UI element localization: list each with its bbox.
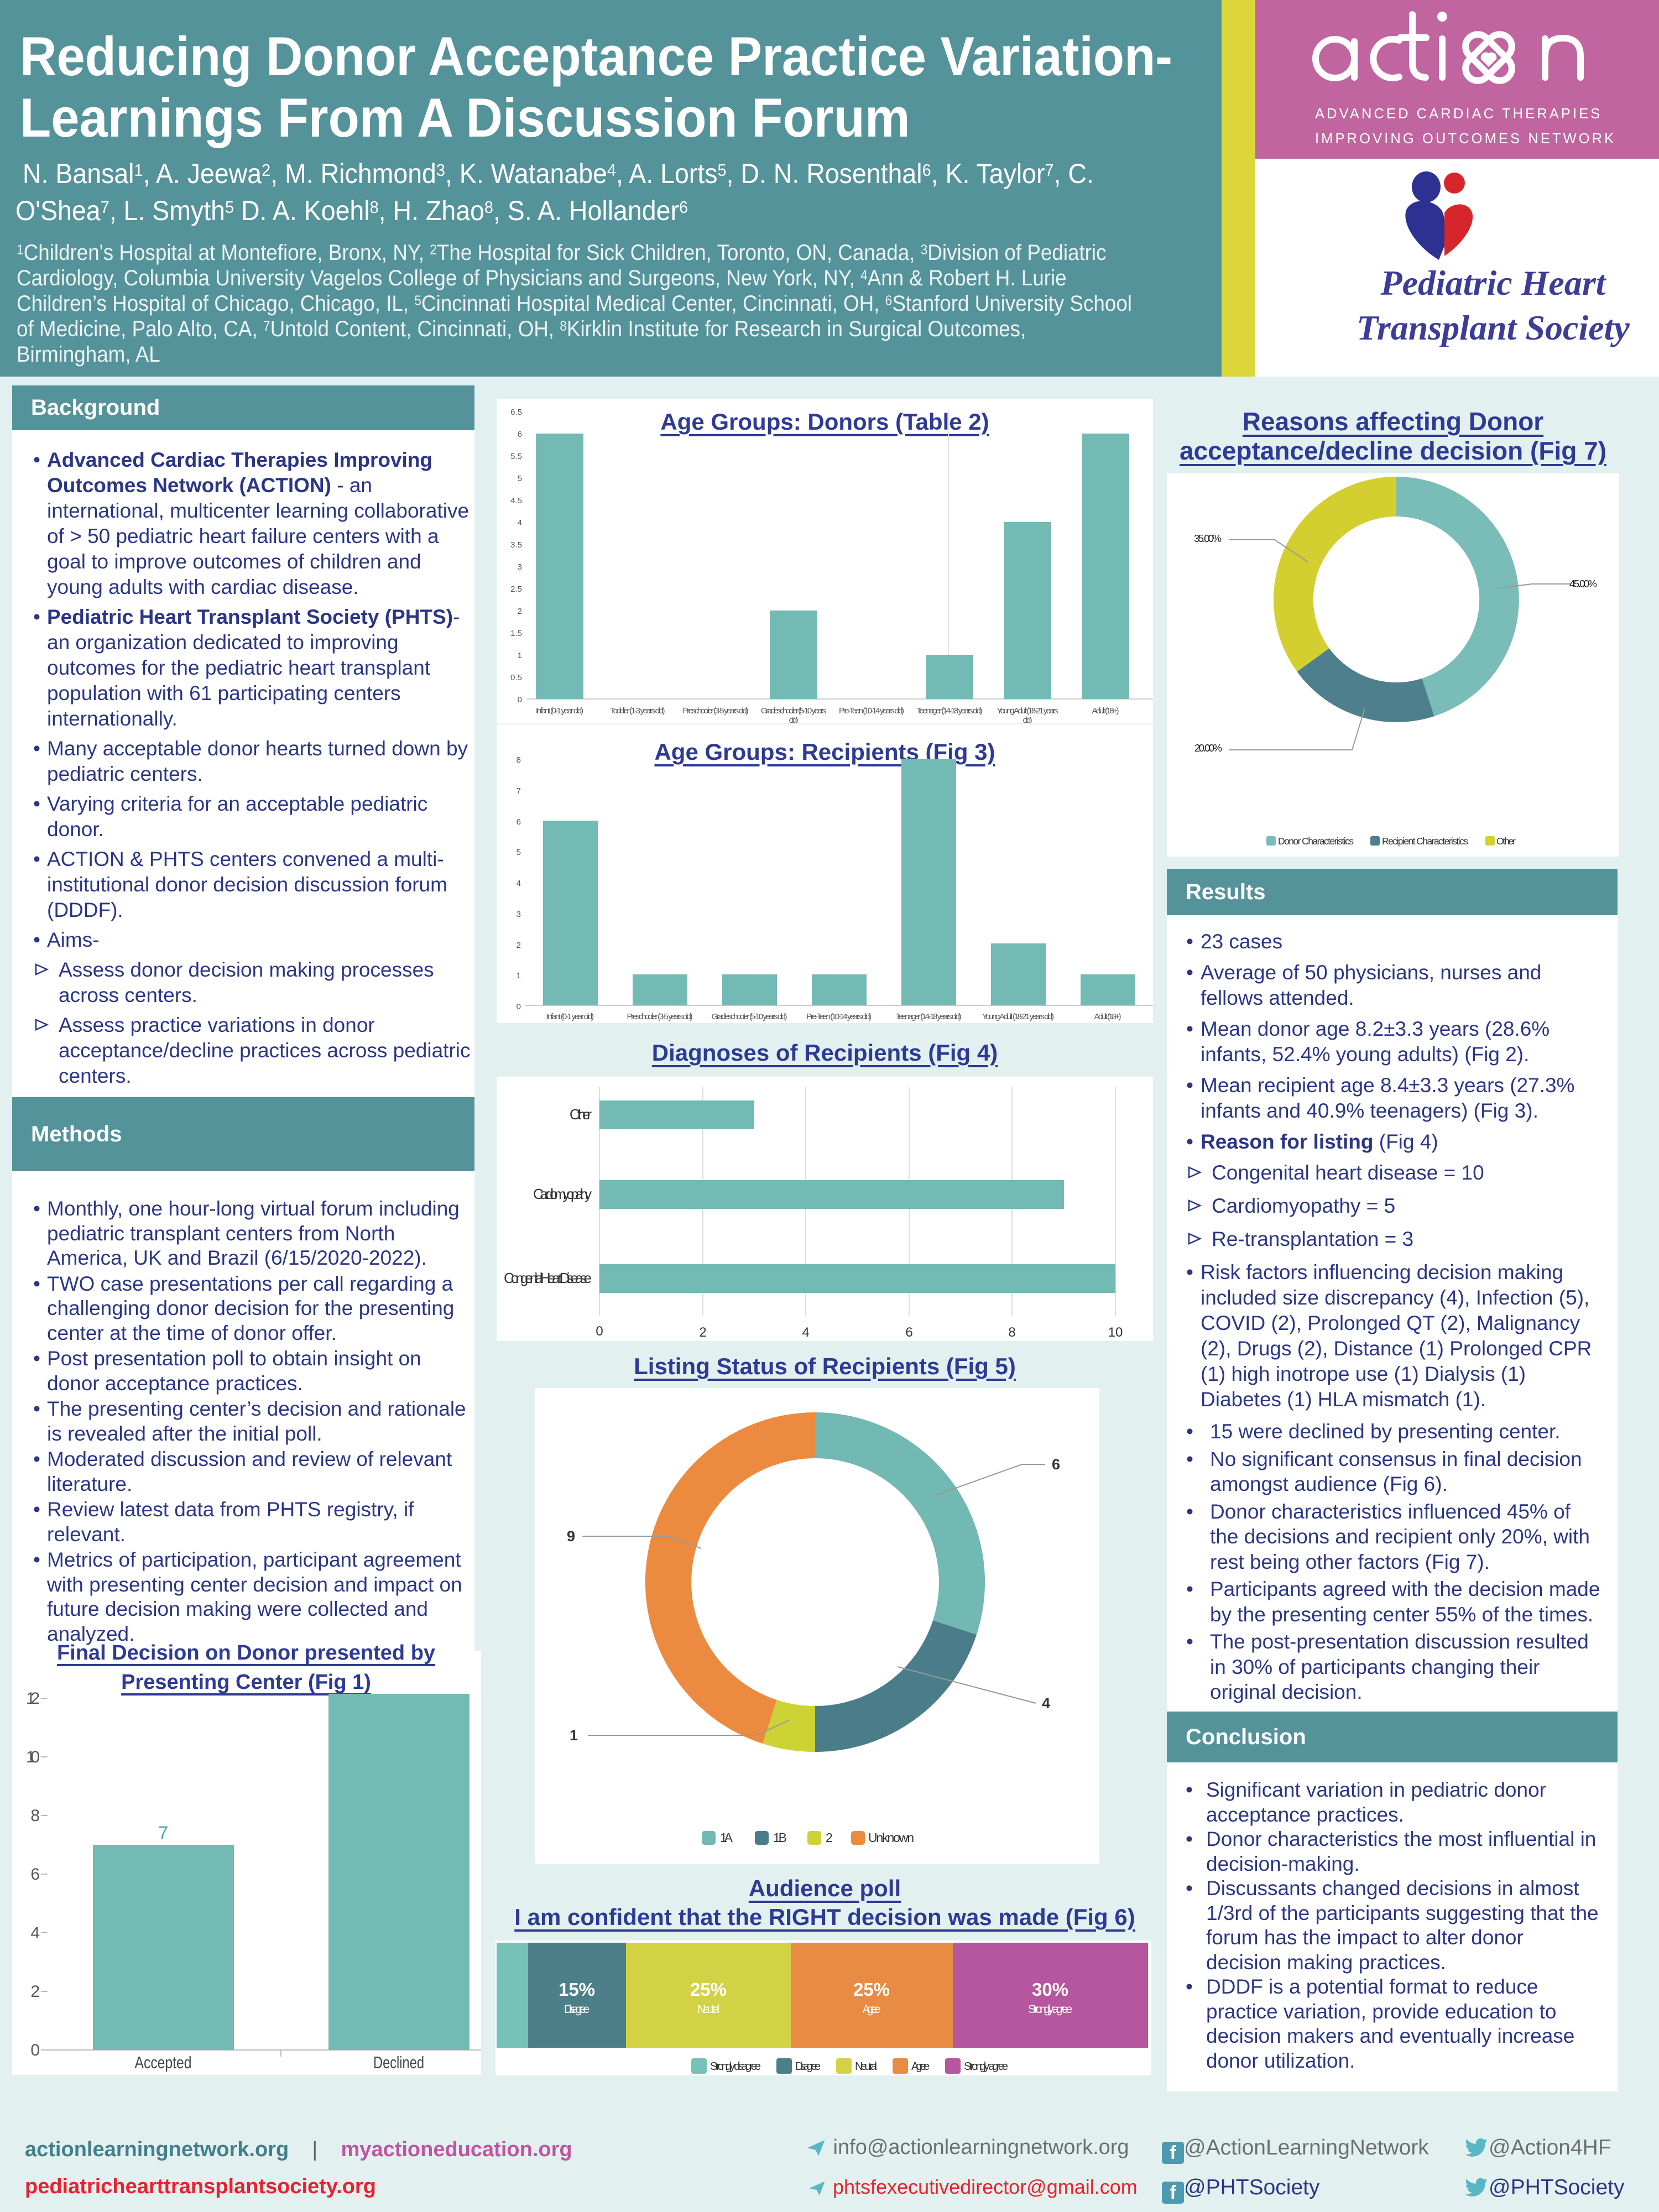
svg-text:0: 0 [596, 1324, 603, 1339]
svg-text:Strongly disagree: Strongly disagree [710, 2060, 761, 2073]
svg-text:Adult (18+): Adult (18+) [1092, 706, 1119, 716]
svg-text:Infant (0-1 year old): Infant (0-1 year old) [546, 1012, 594, 1021]
svg-text:Adult (18+): Adult (18+) [1094, 1012, 1121, 1021]
svg-text:9: 9 [567, 1528, 575, 1545]
svg-text:1: 1 [518, 651, 522, 660]
svg-text:Infant (0-1 year old): Infant (0-1 year old) [536, 706, 583, 716]
svg-text:Recipient Characteristics: Recipient Characteristics [1382, 836, 1468, 847]
svg-text:10: 10 [1108, 1325, 1123, 1340]
svg-text:Preschooler (3-5 years old): Preschooler (3-5 years old) [627, 1012, 693, 1021]
svg-text:old): old) [1023, 716, 1032, 723]
svg-text:15%: 15% [559, 1979, 595, 2000]
svg-text:8: 8 [1008, 1325, 1015, 1340]
svg-text:5: 5 [517, 848, 521, 857]
svg-text:Agree: Agree [911, 2060, 930, 2073]
svg-text:4.5: 4.5 [510, 496, 522, 505]
svg-text:0: 0 [30, 2041, 40, 2059]
svg-text:30%: 30% [1032, 1979, 1068, 2000]
svg-text:2: 2 [699, 1325, 706, 1340]
svg-text:2: 2 [518, 607, 522, 616]
svg-text:6: 6 [1052, 1456, 1060, 1473]
svg-text:10: 10 [26, 1748, 40, 1766]
svg-text:Young Adult (18-21 years: Young Adult (18-21 years [997, 706, 1058, 716]
svg-text:1: 1 [570, 1727, 578, 1744]
svg-text:Disagree: Disagree [795, 2060, 821, 2073]
svg-text:5.5: 5.5 [510, 452, 522, 461]
svg-text:Pre-Teen (10-14 years old): Pre-Teen (10-14 years old) [806, 1012, 872, 1021]
svg-text:0.5: 0.5 [510, 673, 522, 682]
svg-text:6: 6 [518, 430, 522, 439]
svg-text:0: 0 [518, 695, 522, 705]
svg-text:6: 6 [517, 817, 521, 827]
svg-text:2: 2 [30, 1983, 40, 2001]
svg-text:Strongly agree: Strongly agree [1028, 2003, 1072, 2016]
svg-text:Strongly agree: Strongly agree [964, 2060, 1008, 2073]
svg-text:1A: 1A [720, 1830, 733, 1845]
svg-text:3: 3 [517, 910, 521, 919]
svg-text:Other: Other [1496, 836, 1516, 847]
svg-text:Neutral: Neutral [697, 2003, 719, 2016]
svg-text:2: 2 [826, 1830, 833, 1845]
svg-text:3: 3 [518, 562, 522, 572]
svg-text:old): old) [789, 716, 799, 723]
svg-text:1B: 1B [773, 1830, 787, 1845]
svg-text:Preschooler (3-5 years old): Preschooler (3-5 years old) [683, 706, 749, 716]
svg-text:2: 2 [517, 941, 521, 950]
svg-text:Neutral: Neutral [855, 2060, 878, 2073]
svg-text:Gradeschooler (5-10 years: Gradeschooler (5-10 years [761, 706, 826, 716]
svg-text:Gradeschooler (5-10 years old): Gradeschooler (5-10 years old) [712, 1012, 787, 1021]
svg-text:1: 1 [517, 971, 521, 980]
svg-text:7: 7 [517, 786, 521, 796]
svg-text:3.5: 3.5 [510, 540, 522, 550]
svg-text:8: 8 [30, 1807, 40, 1825]
svg-text:8: 8 [517, 755, 521, 765]
svg-text:12: 12 [26, 1689, 40, 1708]
svg-text:2.5: 2.5 [510, 585, 522, 594]
svg-text:7: 7 [158, 1823, 169, 1844]
svg-text:Toddler (1-3 years old): Toddler (1-3 years old) [611, 706, 665, 716]
svg-text:20.00%: 20.00% [1194, 742, 1222, 754]
svg-text:0: 0 [517, 1002, 521, 1011]
svg-text:Young Adult (18-21 years old): Young Adult (18-21 years old) [982, 1012, 1054, 1021]
svg-text:Agree: Agree [863, 2003, 881, 2016]
svg-text:Congenital Heart Disease: Congenital Heart Disease [504, 1270, 592, 1286]
svg-text:Teenager (14-18 years old): Teenager (14-18 years old) [917, 706, 983, 716]
svg-text:Other: Other [570, 1106, 592, 1123]
svg-text:1.5: 1.5 [510, 629, 522, 638]
svg-text:Teenager (14-18 years old): Teenager (14-18 years old) [896, 1012, 962, 1021]
svg-text:Pre-Teen (10-14 years old): Pre-Teen (10-14 years old) [839, 706, 904, 716]
svg-text:6: 6 [905, 1325, 912, 1340]
svg-text:6: 6 [30, 1865, 40, 1884]
svg-text:4: 4 [1042, 1695, 1050, 1712]
svg-text:Cardiomyopathy: Cardiomyopathy [533, 1186, 592, 1202]
svg-text:Unknown: Unknown [868, 1830, 914, 1845]
svg-text:Accepted: Accepted [135, 2053, 192, 2072]
svg-text:6.5: 6.5 [510, 408, 522, 417]
svg-text:4: 4 [802, 1325, 809, 1340]
svg-text:25%: 25% [853, 1979, 890, 2000]
svg-text:Disagree: Disagree [564, 2003, 589, 2016]
svg-text:4: 4 [517, 879, 521, 888]
svg-text:35.00%: 35.00% [1194, 533, 1222, 544]
svg-text:45.00%: 45.00% [1569, 578, 1597, 589]
svg-text:Donor Characteristics: Donor Characteristics [1278, 836, 1354, 847]
svg-text:5: 5 [518, 474, 522, 483]
svg-text:4: 4 [518, 518, 522, 528]
svg-text:4: 4 [30, 1924, 40, 1942]
svg-text:Declined: Declined [373, 2053, 424, 2072]
svg-text:25%: 25% [690, 1979, 727, 2000]
